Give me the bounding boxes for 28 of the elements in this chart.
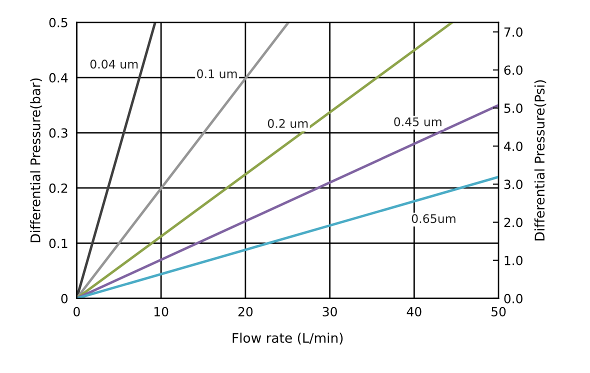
x-tick-label: 30 (322, 306, 337, 316)
y2-tick-label: 2.0 (504, 218, 522, 228)
y2-tick-label: 1.0 (504, 256, 522, 266)
y2-tick-label: 6.0 (504, 65, 522, 75)
y2-tick-label: 3.0 (504, 180, 522, 190)
y-tick-label: 0.3 (49, 128, 68, 138)
y2-tick-label: 5.0 (504, 104, 522, 113)
x-tick-label: 10 (154, 306, 168, 316)
series-label: 0.65um (412, 214, 456, 224)
series-label: 0.1 um (197, 69, 237, 78)
y2-axis-title: Differential Pressure(Psi) (534, 80, 546, 240)
series-label: 0.04 um (90, 60, 138, 69)
x-axis-title: Flow rate (L/min) (232, 332, 343, 344)
y-tick-label: 0.4 (49, 73, 68, 83)
y2-tick-label: 0.0 (504, 294, 522, 304)
x-tick-label: 20 (238, 306, 253, 316)
y-tick-label: 0 (61, 294, 68, 304)
x-tick-label: 0 (74, 306, 80, 316)
x-tick-label: 40 (406, 306, 422, 316)
y-axis-title: Differential Pressure(bar) (30, 78, 42, 242)
y-tick-label: 0.1 (49, 238, 68, 248)
x-tick-label: 50 (492, 306, 506, 316)
y2-tick-label: 7.0 (504, 27, 522, 37)
y-tick-label: 0.2 (49, 183, 68, 193)
y-tick-label: 0.5 (49, 18, 68, 28)
y2-tick-label: 4.0 (504, 142, 522, 152)
series-label: 0.45 um (394, 117, 442, 126)
series-label: 0.2 um (268, 119, 308, 128)
